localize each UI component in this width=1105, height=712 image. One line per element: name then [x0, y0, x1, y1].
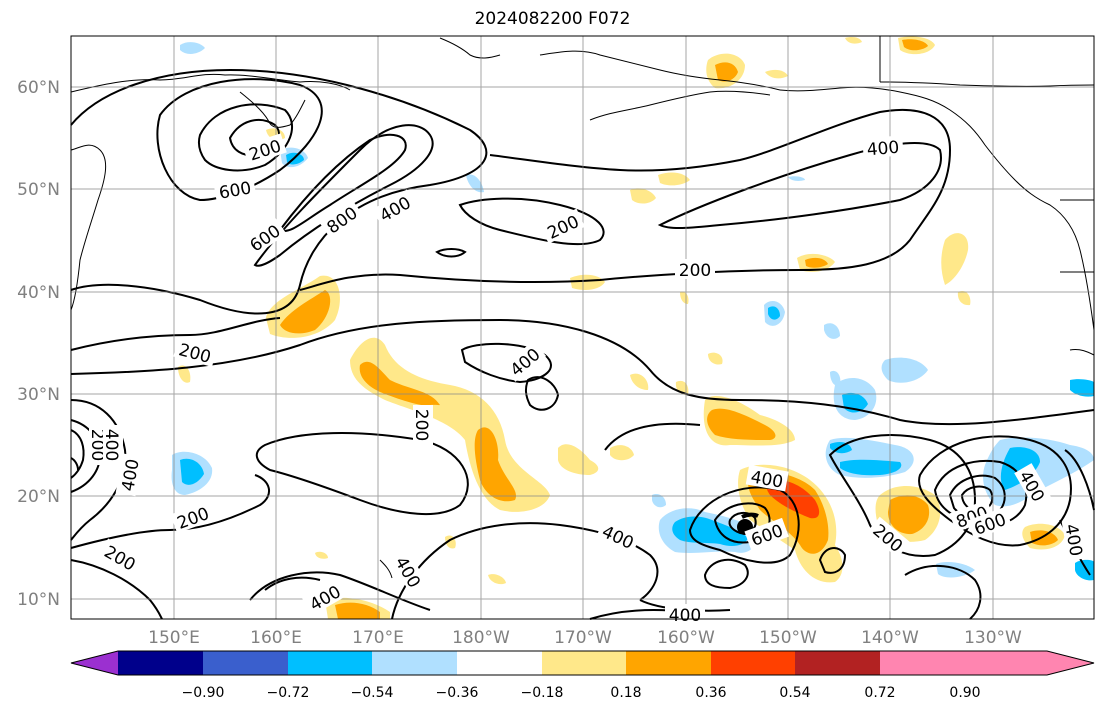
- lat-label: 50°N: [17, 180, 60, 200]
- contour-label: 400: [101, 429, 121, 461]
- lat-label: 10°N: [17, 590, 60, 610]
- lon-label: 160°E: [250, 628, 302, 648]
- lon-label: 170°W: [554, 628, 612, 648]
- lon-label: 140°W: [861, 628, 919, 648]
- colorbar-bin: [372, 651, 457, 675]
- contour-label: 400: [669, 606, 701, 626]
- latitude-labels: 60°N 50°N 40°N 30°N 20°N 10°N: [17, 78, 60, 610]
- colorbar-tick-label: 0.54: [779, 685, 810, 701]
- shaded-field: [171, 36, 1094, 619]
- lon-label: 150°W: [759, 628, 817, 648]
- colorbar-tick-label: −0.54: [351, 685, 394, 701]
- lat-label: 20°N: [17, 487, 60, 507]
- colorbar-tick-label: −0.72: [267, 685, 310, 701]
- contour-label: 400: [866, 138, 900, 161]
- map-border: [70, 35, 1095, 620]
- lon-label: 150°E: [148, 628, 200, 648]
- colorbar-bin: [880, 651, 965, 675]
- colorbar-bin: [203, 651, 288, 675]
- storm-center-tail: [741, 512, 759, 519]
- colorbar-extend-low: [71, 651, 118, 675]
- longitude-labels: 150°E 160°E 170°E 180°W 170°W 160°W 150°…: [148, 628, 1022, 648]
- contour-label: 200: [411, 409, 431, 441]
- colorbar-outline: [70, 650, 1095, 676]
- colorbar-bin: [711, 651, 795, 675]
- lon-label: 160°W: [657, 628, 715, 648]
- colorbar-bin: [118, 651, 203, 675]
- colorbar-tick-label: −0.18: [521, 685, 564, 701]
- colorbar: −0.90 −0.72 −0.54 −0.36 −0.18 0.18 0.36 …: [70, 650, 1095, 701]
- colorbar-bin: [795, 651, 880, 675]
- contour-label-group: 200 600 600 800 400 200 200 400 200 400 …: [87, 133, 1089, 626]
- colorbar-bin: [626, 651, 711, 675]
- colorbar-tick-label: −0.36: [436, 685, 479, 701]
- colorbar-tick-label: 0.90: [949, 685, 980, 701]
- colorbar-bin: [288, 651, 372, 675]
- colorbar-tick-label: −0.90: [182, 685, 225, 701]
- contour-label: 200: [679, 261, 711, 281]
- lon-label: 130°W: [964, 628, 1022, 648]
- colorbar-tick-label: 0.36: [695, 685, 726, 701]
- colorbar-bin: [542, 651, 626, 675]
- colorbar-tick-label: 0.72: [864, 685, 895, 701]
- gridlines: [71, 36, 1094, 619]
- colorbar-tick-label: 0.18: [610, 685, 641, 701]
- lat-label: 30°N: [17, 385, 60, 405]
- lat-label: 40°N: [17, 283, 60, 303]
- lon-label: 180°W: [452, 628, 510, 648]
- map-title: 2024082200 F072: [474, 9, 631, 29]
- lat-label: 60°N: [17, 78, 60, 98]
- colorbar-bin: [457, 651, 542, 675]
- contour-label: 200: [87, 429, 107, 461]
- lon-label: 170°E: [352, 628, 404, 648]
